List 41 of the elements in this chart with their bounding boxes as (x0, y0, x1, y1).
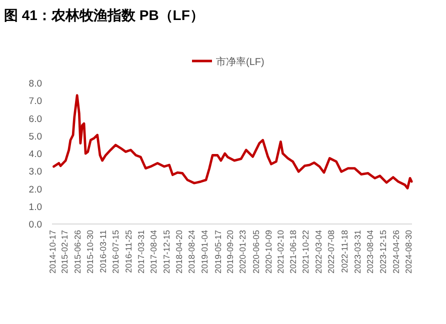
y-tick-label: 7.0 (28, 96, 42, 108)
x-tick-label: 2015-10-30 (84, 230, 95, 274)
x-tick-label: 2018-08-24 (186, 230, 196, 274)
x-tick-label: 2024-08-30 (404, 230, 414, 274)
x-tick-label: 2019-05-17 (212, 230, 223, 274)
x-tick-label: 2015-06-26 (72, 230, 82, 274)
y-tick-label: 4.0 (28, 149, 42, 160)
x-tick-label: 2016-07-15 (110, 230, 120, 274)
x-tick-label: 2024-04-26 (391, 230, 402, 274)
x-tick-label: 2018-04-20 (174, 230, 184, 274)
y-tick-label: 3.0 (28, 166, 42, 178)
x-tick-label: 2017-03-31 (136, 230, 146, 274)
x-tick-label: 2020-10-09 (263, 230, 274, 274)
x-tick-label: 2017-12-15 (162, 230, 172, 274)
x-tick-label: 2021-02-10 (276, 230, 286, 274)
y-tick-label: 1.0 (28, 202, 42, 213)
y-tick-label: 5.0 (28, 131, 42, 142)
y-tick-label: 2.0 (28, 184, 42, 196)
y-tick-label: 8.0 (28, 78, 42, 90)
x-tick-label: 2020-06-05 (250, 230, 261, 274)
legend-label: 市净率(LF) (216, 56, 264, 68)
x-tick-label: 2023-08-04 (364, 230, 375, 274)
x-tick-label: 2022-03-04 (314, 230, 324, 274)
x-tick-label: 2017-08-04 (148, 230, 158, 274)
x-tick-label: 2019-01-04 (200, 230, 210, 274)
x-tick-label: 2014-10-17 (47, 230, 58, 274)
x-tick-label: 2019-09-20 (225, 230, 236, 274)
x-tick-label: 2022-07-08 (326, 230, 336, 274)
x-tick-label: 2015-02-17 (60, 230, 70, 274)
x-tick-label: 2021-10-22 (300, 230, 311, 274)
y-tick-label: 6.0 (28, 114, 42, 125)
x-tick-label: 2020-01-23 (238, 230, 248, 274)
x-tick-label: 2021-06-18 (288, 230, 298, 274)
y-tick-label: 0.0 (28, 220, 42, 230)
x-tick-label: 2016-11-25 (124, 230, 134, 273)
x-tick-label: 2016-03-11 (98, 230, 108, 273)
x-tick-label: 2022-11-18 (339, 230, 350, 273)
x-tick-label: 2023-03-31 (352, 230, 362, 274)
chart-title: 图 41：农林牧渔指数 PB（LF） (4, 7, 204, 23)
x-tick-label: 2023-12-15 (378, 230, 388, 274)
line-series (52, 94, 413, 190)
